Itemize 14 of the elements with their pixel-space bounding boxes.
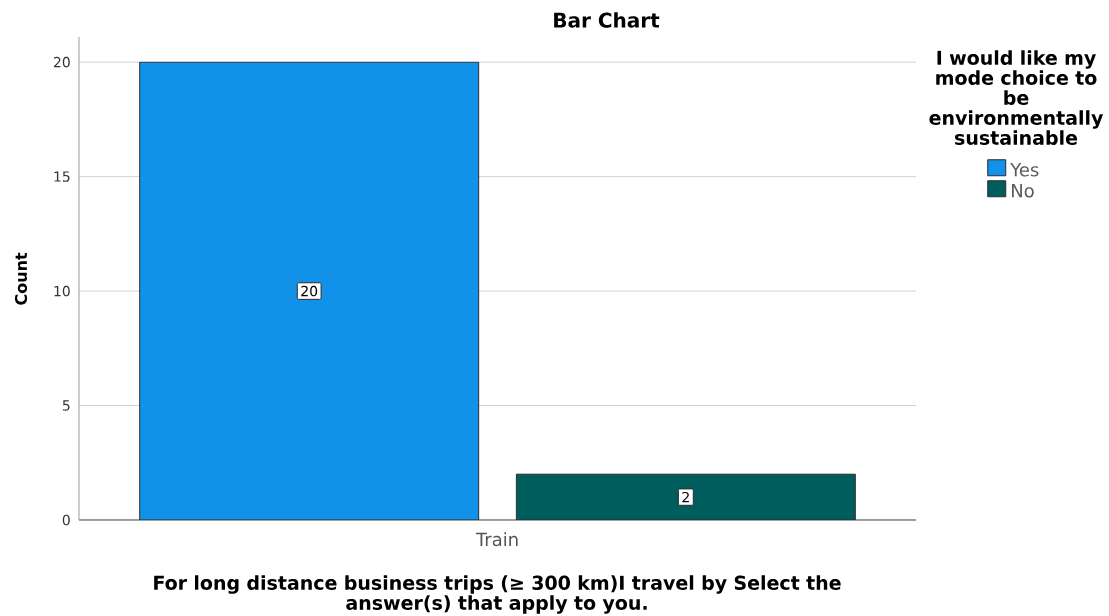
y-tick-label: 0 xyxy=(62,514,70,526)
data-label: 2 xyxy=(682,491,689,503)
legend-label: Yes xyxy=(1010,163,1039,177)
x-tick-label: Train xyxy=(475,532,518,547)
y-tick-label: 10 xyxy=(54,285,70,297)
data-label: 20 xyxy=(301,285,318,297)
legend-label: No xyxy=(1012,184,1034,198)
x-axis-title: For long distance business trips (≥ 300 km)I travel by Select the answer(s) that apply to you. xyxy=(154,575,841,614)
y-axis-title: Count xyxy=(14,252,28,305)
y-tick-label: 20 xyxy=(53,56,70,68)
y-tick-label: 15 xyxy=(54,171,70,182)
legend-title: I would like my mode choice to be environmentally sustainable xyxy=(929,50,1104,145)
y-tick-label: 5 xyxy=(62,400,70,411)
chart-title: Bar Chart xyxy=(554,12,660,28)
